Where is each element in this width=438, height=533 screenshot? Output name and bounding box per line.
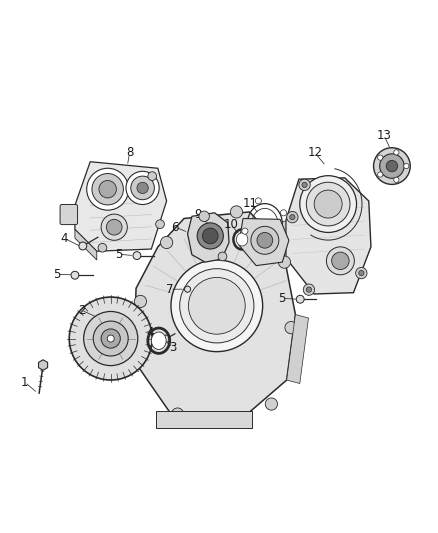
Circle shape bbox=[251, 227, 279, 254]
Circle shape bbox=[268, 244, 274, 249]
Text: 10: 10 bbox=[223, 218, 238, 231]
Circle shape bbox=[126, 171, 159, 205]
Ellipse shape bbox=[237, 233, 248, 246]
Circle shape bbox=[188, 277, 245, 334]
Circle shape bbox=[255, 198, 261, 204]
Circle shape bbox=[230, 206, 243, 218]
Text: 5: 5 bbox=[115, 248, 122, 261]
Circle shape bbox=[184, 286, 191, 292]
Circle shape bbox=[299, 179, 310, 190]
Circle shape bbox=[217, 413, 230, 425]
Circle shape bbox=[87, 168, 129, 210]
Text: 11: 11 bbox=[243, 197, 258, 209]
Circle shape bbox=[332, 252, 349, 270]
Polygon shape bbox=[75, 229, 97, 260]
Circle shape bbox=[296, 295, 304, 303]
Circle shape bbox=[404, 164, 409, 169]
Text: 8: 8 bbox=[126, 147, 133, 159]
Circle shape bbox=[380, 154, 404, 179]
Circle shape bbox=[314, 190, 342, 218]
Circle shape bbox=[300, 176, 357, 232]
Circle shape bbox=[378, 155, 383, 160]
Text: 6: 6 bbox=[172, 221, 179, 233]
Circle shape bbox=[93, 321, 128, 356]
Circle shape bbox=[171, 260, 263, 352]
Circle shape bbox=[92, 174, 124, 205]
Circle shape bbox=[79, 242, 87, 250]
Circle shape bbox=[98, 244, 107, 252]
Polygon shape bbox=[239, 219, 289, 265]
Text: 5: 5 bbox=[53, 268, 60, 281]
Polygon shape bbox=[134, 212, 295, 422]
Polygon shape bbox=[187, 213, 229, 262]
Circle shape bbox=[137, 182, 148, 193]
Circle shape bbox=[148, 172, 156, 181]
Circle shape bbox=[155, 220, 164, 229]
Circle shape bbox=[202, 228, 218, 244]
Circle shape bbox=[101, 329, 120, 348]
Circle shape bbox=[218, 252, 227, 261]
Text: 4: 4 bbox=[60, 232, 68, 245]
Circle shape bbox=[242, 228, 248, 234]
Circle shape bbox=[374, 148, 410, 184]
Circle shape bbox=[326, 247, 354, 275]
Circle shape bbox=[378, 172, 383, 177]
Polygon shape bbox=[39, 360, 48, 370]
Text: 13: 13 bbox=[377, 129, 392, 142]
Circle shape bbox=[279, 256, 290, 268]
Circle shape bbox=[133, 252, 141, 260]
Circle shape bbox=[280, 210, 286, 216]
Polygon shape bbox=[280, 221, 286, 260]
Circle shape bbox=[199, 211, 209, 222]
Circle shape bbox=[69, 297, 152, 380]
Circle shape bbox=[386, 160, 398, 172]
FancyBboxPatch shape bbox=[60, 205, 78, 224]
Ellipse shape bbox=[151, 332, 166, 350]
Text: 2: 2 bbox=[78, 304, 85, 317]
Circle shape bbox=[197, 223, 223, 249]
Circle shape bbox=[285, 321, 297, 334]
Circle shape bbox=[394, 177, 399, 182]
Text: 5: 5 bbox=[279, 292, 286, 305]
Text: 7: 7 bbox=[166, 282, 174, 296]
Circle shape bbox=[303, 284, 314, 295]
Circle shape bbox=[394, 150, 399, 155]
Text: 3: 3 bbox=[170, 341, 177, 354]
Text: 12: 12 bbox=[307, 147, 322, 159]
Polygon shape bbox=[286, 178, 371, 294]
FancyBboxPatch shape bbox=[155, 410, 252, 428]
Circle shape bbox=[71, 271, 79, 279]
Circle shape bbox=[265, 398, 278, 410]
Circle shape bbox=[306, 287, 311, 292]
Circle shape bbox=[134, 295, 147, 308]
Circle shape bbox=[356, 268, 367, 279]
Circle shape bbox=[359, 270, 364, 276]
Circle shape bbox=[180, 269, 254, 343]
Circle shape bbox=[287, 212, 298, 223]
Circle shape bbox=[257, 232, 273, 248]
Circle shape bbox=[131, 176, 154, 200]
Polygon shape bbox=[287, 314, 308, 384]
Circle shape bbox=[163, 335, 170, 342]
Circle shape bbox=[302, 182, 307, 188]
Circle shape bbox=[171, 408, 184, 420]
Circle shape bbox=[134, 351, 147, 364]
Circle shape bbox=[84, 311, 138, 366]
Text: 1: 1 bbox=[21, 376, 28, 389]
Text: 4: 4 bbox=[146, 326, 154, 340]
Text: 9: 9 bbox=[194, 208, 202, 221]
Circle shape bbox=[106, 220, 122, 235]
Polygon shape bbox=[75, 161, 166, 251]
Circle shape bbox=[99, 181, 117, 198]
Circle shape bbox=[101, 214, 127, 240]
Circle shape bbox=[290, 215, 295, 220]
Circle shape bbox=[306, 182, 350, 226]
Circle shape bbox=[107, 335, 114, 342]
Circle shape bbox=[160, 236, 173, 248]
